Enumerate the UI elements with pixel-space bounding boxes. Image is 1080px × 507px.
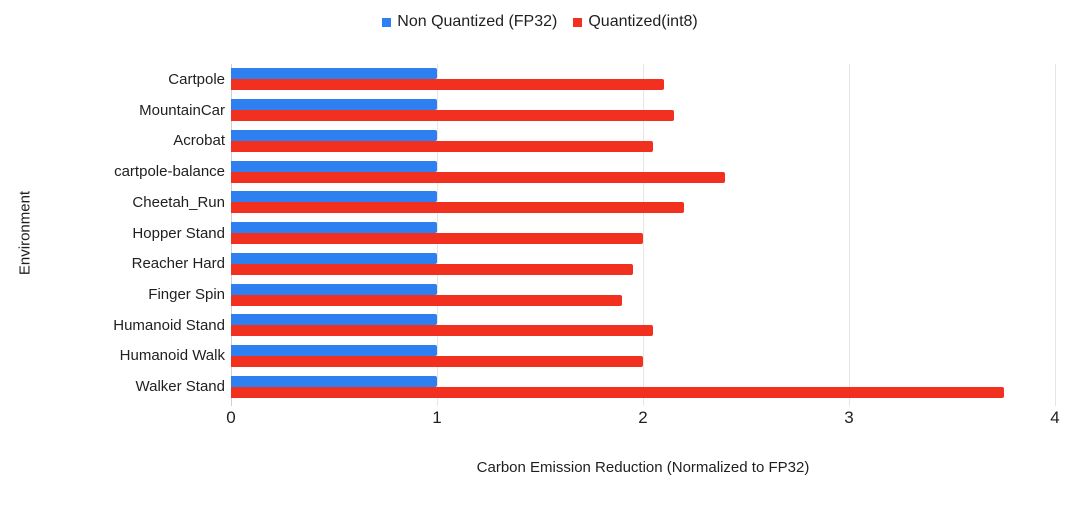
bar-fp32 bbox=[231, 99, 437, 111]
bar-int8 bbox=[231, 355, 643, 367]
bar-fp32 bbox=[231, 129, 437, 141]
legend-label-int8: Quantized(int8) bbox=[588, 13, 698, 30]
bar-group bbox=[231, 310, 1055, 341]
category-label: Acrobat bbox=[173, 132, 225, 150]
bar-int8 bbox=[231, 233, 643, 245]
bar-group bbox=[231, 218, 1055, 249]
category-label: Walker Stand bbox=[135, 378, 225, 396]
bar-rows bbox=[231, 64, 1055, 402]
category-label: Finger Spin bbox=[148, 286, 225, 303]
x-tick-label: 4 bbox=[1050, 408, 1060, 427]
bar-int8 bbox=[231, 171, 726, 183]
bar-fp32 bbox=[231, 160, 437, 172]
legend-item-int8: Quantized(int8) bbox=[573, 13, 698, 31]
category-label: Reacher Hard bbox=[131, 255, 225, 273]
legend-label-fp32: Non Quantized (FP32) bbox=[397, 13, 558, 30]
legend-swatch-int8-icon bbox=[573, 18, 583, 27]
bar-int8 bbox=[231, 79, 664, 91]
bar-int8 bbox=[231, 294, 623, 306]
category-label: Humanoid Walk bbox=[119, 347, 225, 365]
x-tick-label: 3 bbox=[844, 408, 854, 427]
bar-group bbox=[231, 279, 1055, 310]
bar-int8 bbox=[231, 263, 633, 275]
plot-area bbox=[231, 64, 1056, 406]
bar-int8 bbox=[231, 386, 1004, 398]
legend-swatch-fp32-icon bbox=[382, 18, 392, 27]
category-label: Cartpole bbox=[168, 70, 225, 88]
bar-fp32 bbox=[231, 314, 437, 326]
category-label: cartpole-balance bbox=[114, 163, 225, 181]
legend-item-fp32: Non Quantized (FP32) bbox=[382, 13, 557, 31]
x-axis-title: Carbon Emission Reduction (Normalized to… bbox=[476, 459, 810, 476]
bar-group bbox=[231, 156, 1055, 187]
x-tick-label: 0 bbox=[226, 408, 236, 427]
x-tick-label: 1 bbox=[432, 408, 442, 427]
bar-fp32 bbox=[231, 68, 437, 80]
x-tick-label: 2 bbox=[638, 408, 648, 427]
gridline bbox=[643, 64, 644, 406]
bar-fp32 bbox=[231, 283, 437, 295]
bar-fp32 bbox=[231, 222, 437, 234]
legend: Non Quantized (FP32) Quantized(int8) bbox=[0, 13, 1080, 31]
category-labels: Cartpole MountainCar Acrobat cartpole-balan… bbox=[0, 64, 225, 402]
bar-group bbox=[231, 64, 1055, 95]
bar-fp32 bbox=[231, 344, 437, 356]
bar-int8 bbox=[231, 325, 654, 337]
category-label: Hopper Stand bbox=[132, 224, 225, 242]
bar-group bbox=[231, 187, 1055, 218]
bar-group bbox=[231, 95, 1055, 126]
x-tick-labels: 0 1 2 3 4 bbox=[0, 408, 1080, 430]
bar-fp32 bbox=[231, 191, 437, 203]
bar-int8 bbox=[231, 202, 685, 214]
gridline bbox=[1055, 64, 1056, 406]
bar-int8 bbox=[231, 140, 654, 152]
bar-group bbox=[231, 248, 1055, 279]
bar-fp32 bbox=[231, 252, 437, 264]
category-label: MountainCar bbox=[139, 101, 225, 119]
category-label: Cheetah_Run bbox=[132, 193, 225, 211]
bar-group bbox=[231, 371, 1055, 402]
bar-group bbox=[231, 125, 1055, 156]
bar-group bbox=[231, 341, 1055, 372]
bar-fp32 bbox=[231, 375, 437, 387]
gridline bbox=[849, 64, 850, 406]
category-label: Humanoid Stand bbox=[113, 316, 225, 334]
bar-int8 bbox=[231, 110, 674, 122]
